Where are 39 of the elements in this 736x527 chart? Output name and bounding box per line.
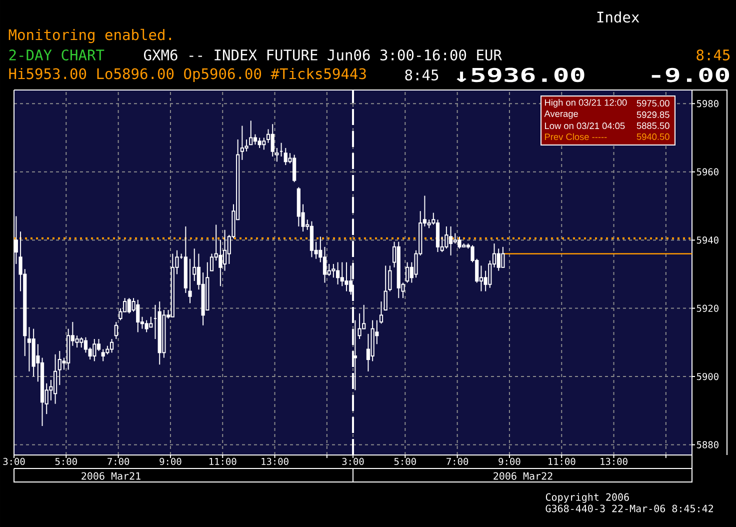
x-tick-label: 5:00 — [55, 458, 77, 466]
chart-subtitle: GXM6 -- INDEX FUTURE Jun06 3:00-16:00 EUR — [144, 49, 502, 60]
y-tick-label: 5900 — [696, 372, 718, 380]
x-tick-label: 7:00 — [108, 458, 130, 466]
x-tick-label: 11:00 — [548, 458, 576, 466]
annotation: Low on 03/21 04:05 — [545, 122, 625, 130]
chart-title: 2-DAY CHART — [9, 49, 104, 60]
text: Monitoring enabled. — [8, 28, 171, 44]
text: Index — [597, 11, 640, 23]
text: ↓5936.00 — [456, 68, 584, 82]
x-tick-label: 9:00 — [498, 458, 520, 466]
y-tick-label: 5920 — [696, 304, 718, 312]
x-tick-label: 3:00 — [342, 458, 364, 466]
x-tick-label: 3:00 — [3, 458, 25, 466]
annotation: 5975.00 — [636, 100, 670, 107]
annotation: High on 03/21 12:00 — [545, 98, 627, 108]
text: G368-440-3 22-Mar-06 8:45:42 — [546, 504, 713, 512]
text: Hi5953.00 Lo5896.00 Op5906.00 #Ticks59443 — [9, 68, 366, 82]
annotation: 5929.85 — [636, 111, 670, 118]
ref-line-label: Prev Close ----- — [545, 133, 607, 140]
text: 2006 Mar22 — [494, 472, 552, 480]
text: 8:45 — [696, 49, 730, 60]
annotation: 5940.50 — [636, 133, 670, 140]
annotation: 5885.50 — [636, 122, 670, 129]
y-tick-label: 5980 — [696, 100, 718, 108]
x-tick-label: 7:00 — [446, 458, 468, 466]
text: 2006 Mar21 — [82, 472, 140, 480]
x-tick-label: 9:00 — [160, 458, 182, 466]
x-tick-label: 13:00 — [600, 458, 628, 466]
annotation: Average — [544, 110, 578, 119]
y-tick-label: 5880 — [696, 441, 718, 448]
text: -9.00 — [652, 68, 730, 82]
x-tick-label: 5:00 — [394, 458, 416, 466]
x-tick-label: 11:00 — [210, 458, 236, 466]
text: Copyright 2006 — [546, 493, 629, 503]
x-tick-label: 13:00 — [262, 458, 288, 466]
text: 8:45 — [405, 69, 438, 80]
y-tick-label: 5960 — [696, 168, 718, 176]
y-tick-label: 5940 — [696, 236, 718, 244]
